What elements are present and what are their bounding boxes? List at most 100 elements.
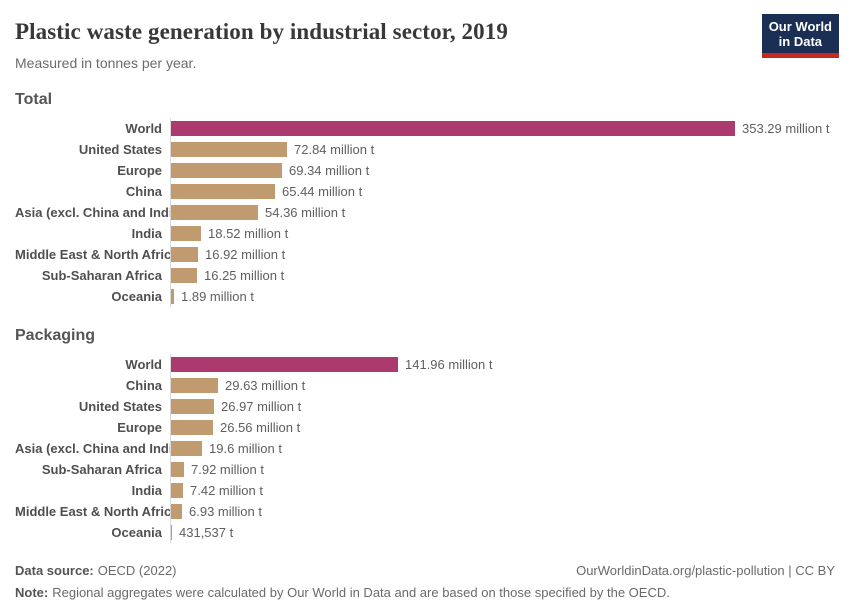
- category-label: Sub-Saharan Africa: [41, 462, 162, 477]
- bar[interactable]: [171, 247, 198, 262]
- category-label: Middle East & North Africa: [15, 247, 179, 262]
- category-label: China: [125, 184, 162, 199]
- chart-row: Oceania 1.89 million t: [15, 286, 835, 307]
- bar[interactable]: [171, 205, 258, 220]
- bar-track: 7.42 million t: [170, 480, 835, 501]
- category-label: Oceania: [111, 525, 162, 540]
- category-label: Europe: [117, 420, 162, 435]
- owid-url-link[interactable]: OurWorldinData.org/plastic-pollution | C…: [576, 563, 835, 578]
- bar-value-label: 16.25 million t: [204, 268, 285, 283]
- note-value: Regional aggregates were calculated by O…: [52, 585, 670, 600]
- bar[interactable]: [171, 399, 214, 414]
- bar[interactable]: [171, 121, 735, 136]
- chart-footer: Data source: OECD (2022) OurWorldinData.o…: [15, 563, 835, 601]
- bar-value-label: 7.42 million t: [190, 483, 263, 498]
- bar-value-label: 26.97 million t: [221, 399, 302, 414]
- chart-row: Sub-Saharan Africa 16.25 million t: [15, 265, 835, 286]
- category-label: World: [125, 357, 162, 372]
- bar-value-label: 18.52 million t: [208, 226, 289, 241]
- bar[interactable]: [171, 525, 172, 540]
- bar-track: 16.25 million t: [170, 265, 835, 286]
- bar[interactable]: [171, 163, 282, 178]
- data-source-value: OECD (2022): [97, 563, 177, 578]
- packaging-bar-chart: World 141.96 million t China 29.63 million …: [15, 354, 835, 543]
- bar[interactable]: [171, 420, 213, 435]
- total-bar-chart: World 353.29 million t United States 72.84 …: [15, 118, 835, 307]
- owid-logo-line1: Our World: [768, 19, 832, 34]
- bar-track: 353.29 million t: [170, 118, 835, 139]
- chart-row: World 141.96 million t: [15, 354, 835, 375]
- page-subtitle: Measured in tonnes per year.: [15, 55, 197, 71]
- bar-value-label: 65.44 million t: [282, 184, 363, 199]
- bar-track: 18.52 million t: [170, 223, 835, 244]
- footer-source-line: Data source: OECD (2022) OurWorldinData.o…: [15, 563, 835, 579]
- bar-value-label: 1.89 million t: [181, 289, 254, 304]
- chart-row: Europe 69.34 million t: [15, 160, 835, 181]
- bar-value-label: 72.84 million t: [294, 142, 375, 157]
- bar-value-label: 353.29 million t: [742, 121, 830, 136]
- bar-track: 72.84 million t: [170, 139, 835, 160]
- category-label: China: [125, 378, 162, 393]
- category-label: Oceania: [111, 289, 162, 304]
- bar[interactable]: [171, 268, 197, 283]
- chart-row: Middle East & North Africa 6.93 million t: [15, 501, 835, 522]
- bar[interactable]: [171, 289, 174, 304]
- category-label: India: [131, 226, 162, 241]
- chart-row: World 353.29 million t: [15, 118, 835, 139]
- chart-row: India 7.42 million t: [15, 480, 835, 501]
- bar[interactable]: [171, 462, 184, 477]
- chart-row: United States 72.84 million t: [15, 139, 835, 160]
- bar-track: 6.93 million t: [170, 501, 835, 522]
- category-label: Middle East & North Africa: [15, 504, 179, 519]
- owid-logo[interactable]: Our World in Data: [761, 14, 839, 58]
- category-label: Asia (excl. China and India): [15, 441, 185, 456]
- bar-track: 7.92 million t: [170, 459, 835, 480]
- bar-track: 65.44 million t: [170, 181, 835, 202]
- chart-row: China 29.63 million t: [15, 375, 835, 396]
- bar-track: 69.34 million t: [170, 160, 835, 181]
- section-title-packaging: Packaging: [15, 327, 96, 344]
- bar-value-label: 141.96 million t: [405, 357, 493, 372]
- category-label: India: [131, 483, 162, 498]
- bar-track: 431,537 t: [170, 522, 835, 543]
- category-label: United States: [78, 142, 162, 157]
- bar[interactable]: [171, 441, 202, 456]
- bar-value-label: 29.63 million t: [225, 378, 306, 393]
- data-source-label: Data source:: [15, 563, 94, 578]
- category-label: Sub-Saharan Africa: [41, 268, 162, 283]
- category-label: United States: [78, 399, 162, 414]
- category-label: Asia (excl. China and India): [15, 205, 185, 220]
- bar-value-label: 54.36 million t: [265, 205, 346, 220]
- bar-value-label: 19.6 million t: [209, 441, 282, 456]
- bar-value-label: 7.92 million t: [191, 462, 264, 477]
- bar-track: 1.89 million t: [170, 286, 835, 307]
- data-source: Data source: OECD (2022): [15, 563, 177, 579]
- chart-row: China 65.44 million t: [15, 181, 835, 202]
- chart-row: United States 26.97 million t: [15, 396, 835, 417]
- bar-track: 29.63 million t: [170, 375, 835, 396]
- chart-row: India 18.52 million t: [15, 223, 835, 244]
- bar-track: 54.36 million t: [170, 202, 835, 223]
- owid-logo-line2: in Data: [778, 34, 823, 49]
- bar-track: 141.96 million t: [170, 354, 835, 375]
- bar-value-label: 6.93 million t: [189, 504, 262, 519]
- bar[interactable]: [171, 378, 218, 393]
- category-label: World: [125, 121, 162, 136]
- category-label: Europe: [117, 163, 162, 178]
- bar-track: 19.6 million t: [170, 438, 835, 459]
- bar-value-label: 69.34 million t: [289, 163, 370, 178]
- note-label: Note:: [15, 585, 49, 600]
- chart-row: Sub-Saharan Africa 7.92 million t: [15, 459, 835, 480]
- footer-note-line: Note: Regional aggregates were calculated…: [15, 585, 835, 601]
- bar[interactable]: [171, 504, 182, 519]
- bar[interactable]: [171, 357, 398, 372]
- bar[interactable]: [171, 184, 275, 199]
- bar[interactable]: [171, 483, 183, 498]
- bar[interactable]: [171, 142, 287, 157]
- chart-row: Middle East & North Africa 16.92 million …: [15, 244, 835, 265]
- bar-track: 16.92 million t: [170, 244, 835, 265]
- bar-value-label: 16.92 million t: [205, 247, 286, 262]
- bar[interactable]: [171, 226, 201, 241]
- chart-row: Oceania 431,537 t: [15, 522, 835, 543]
